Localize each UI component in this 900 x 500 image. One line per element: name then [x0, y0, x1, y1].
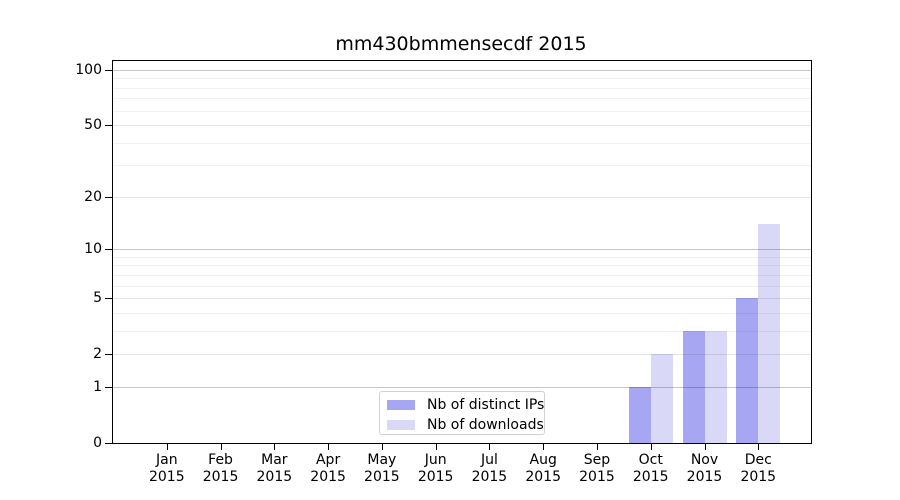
gridline-y-60	[113, 110, 811, 112]
x-tick-oct	[650, 443, 652, 450]
x-tick-label-year: 2015	[471, 469, 508, 485]
x-tick-label-apr: Apr 2015	[296, 452, 360, 486]
x-tick-label-may: May 2015	[350, 452, 414, 486]
y-tick-label-50: 50	[84, 117, 102, 134]
x-tick-label-year: 2015	[417, 469, 454, 485]
y-tick-100	[105, 70, 113, 71]
y-tick-1	[105, 386, 113, 388]
x-tick-label-dec: Dec 2015	[726, 452, 790, 486]
x-tick-feb	[220, 443, 222, 450]
x-tick-dec	[758, 443, 760, 450]
x-tick-label-month: Feb	[208, 452, 233, 468]
x-tick-label-feb: Feb 2015	[189, 452, 253, 486]
gridline-y-90	[113, 78, 811, 80]
y-tick-50	[105, 125, 113, 127]
bar-distinct-ips-dec	[736, 298, 759, 443]
x-tick-label-jul: Jul 2015	[457, 452, 521, 486]
x-tick-label-sep: Sep 2015	[565, 452, 629, 486]
x-tick-label-nov: Nov 2015	[673, 452, 737, 486]
bar-distinct-ips-nov	[682, 330, 705, 443]
y-tick-label-2: 2	[93, 346, 102, 363]
gridline-y-30	[113, 165, 811, 167]
bar-downloads-dec	[758, 224, 781, 443]
gridline-y-100	[113, 70, 811, 71]
plot-area	[112, 60, 812, 444]
gridline-y-10	[113, 249, 811, 251]
gridline-y-1	[113, 386, 811, 388]
gridline-y-70	[113, 98, 811, 100]
legend: Nb of distinct IPs Nb of downloads	[379, 391, 545, 435]
gridline-y-5	[113, 298, 811, 300]
gridline-y-80	[113, 87, 811, 89]
x-tick-label-month: Jan	[156, 452, 178, 468]
x-tick-label-month: Oct	[638, 452, 663, 468]
y-tick-label-10: 10	[84, 241, 102, 258]
y-tick-20	[105, 196, 113, 198]
bar-distinct-ips-oct	[628, 386, 651, 443]
x-tick-label-oct: Oct 2015	[619, 452, 683, 486]
legend-label-distinct-ips: Nb of distinct IPs	[427, 397, 545, 413]
x-tick-label-month: Dec	[744, 452, 772, 468]
gridline-y-8	[113, 265, 811, 267]
y-tick-5	[105, 298, 113, 300]
x-tick-label-jun: Jun 2015	[404, 452, 468, 486]
legend-swatch-downloads	[387, 420, 415, 430]
gridline-y-40	[113, 142, 811, 144]
x-tick-label-month: May	[367, 452, 397, 468]
x-tick-label-year: 2015	[148, 469, 185, 485]
x-tick-label-mar: Mar 2015	[242, 452, 306, 486]
x-tick-jul	[489, 443, 491, 450]
x-tick-aug	[543, 443, 545, 450]
x-tick-nov	[704, 443, 706, 450]
x-tick-label-year: 2015	[364, 469, 400, 485]
gridline-y-50	[113, 125, 811, 127]
x-tick-label-month: Aug	[529, 452, 557, 468]
x-tick-label-year: 2015	[256, 469, 293, 485]
y-tick-2	[105, 354, 113, 356]
y-tick-10	[105, 249, 113, 251]
y-tick-label-5: 5	[93, 290, 102, 307]
legend-label-downloads: Nb of downloads	[427, 417, 544, 433]
legend-item-distinct-ips: Nb of distinct IPs	[380, 396, 544, 414]
bar-downloads-oct	[650, 354, 673, 443]
x-tick-may	[381, 443, 383, 450]
gridline-y-6	[113, 285, 811, 287]
x-tick-label-year: 2015	[740, 469, 777, 485]
x-tick-jun	[435, 443, 437, 450]
legend-item-downloads: Nb of downloads	[380, 416, 544, 434]
gridline-y-20	[113, 196, 811, 198]
legend-swatch-distinct-ips	[387, 400, 415, 410]
x-tick-sep	[596, 443, 598, 450]
gridline-y-2	[113, 354, 811, 356]
x-tick-label-month: Apr	[315, 452, 341, 468]
x-tick-label-month: Mar	[261, 452, 288, 468]
y-tick-label-100: 100	[75, 62, 102, 78]
chart-title: mm430bmmensecdf 2015	[335, 33, 587, 55]
x-tick-label-jan: Jan 2015	[135, 452, 199, 486]
x-tick-label-month: Jun	[424, 452, 447, 468]
x-tick-label-aug: Aug 2015	[511, 452, 575, 486]
x-tick-label-year: 2015	[579, 469, 615, 485]
x-tick-label-year: 2015	[686, 469, 723, 485]
x-tick-label-year: 2015	[202, 469, 239, 485]
gridline-y-7	[113, 274, 811, 276]
y-tick-0	[105, 443, 113, 444]
x-tick-label-year: 2015	[632, 469, 669, 485]
gridline-y-9	[113, 256, 811, 258]
y-tick-label-20: 20	[84, 188, 102, 205]
y-tick-label-1: 1	[93, 378, 102, 395]
x-tick-label-month: Sep	[583, 452, 611, 468]
x-tick-label-month: Jul	[480, 452, 498, 468]
x-tick-jan	[166, 443, 168, 450]
x-tick-mar	[274, 443, 276, 450]
y-tick-label-0: 0	[93, 435, 102, 451]
x-tick-apr	[328, 443, 330, 450]
gridline-y-4	[113, 312, 811, 314]
x-tick-label-year: 2015	[310, 469, 346, 485]
gridline-y-3	[113, 330, 811, 332]
x-tick-label-month: Nov	[690, 452, 719, 468]
x-tick-label-year: 2015	[525, 469, 561, 485]
bar-downloads-nov	[704, 330, 727, 443]
